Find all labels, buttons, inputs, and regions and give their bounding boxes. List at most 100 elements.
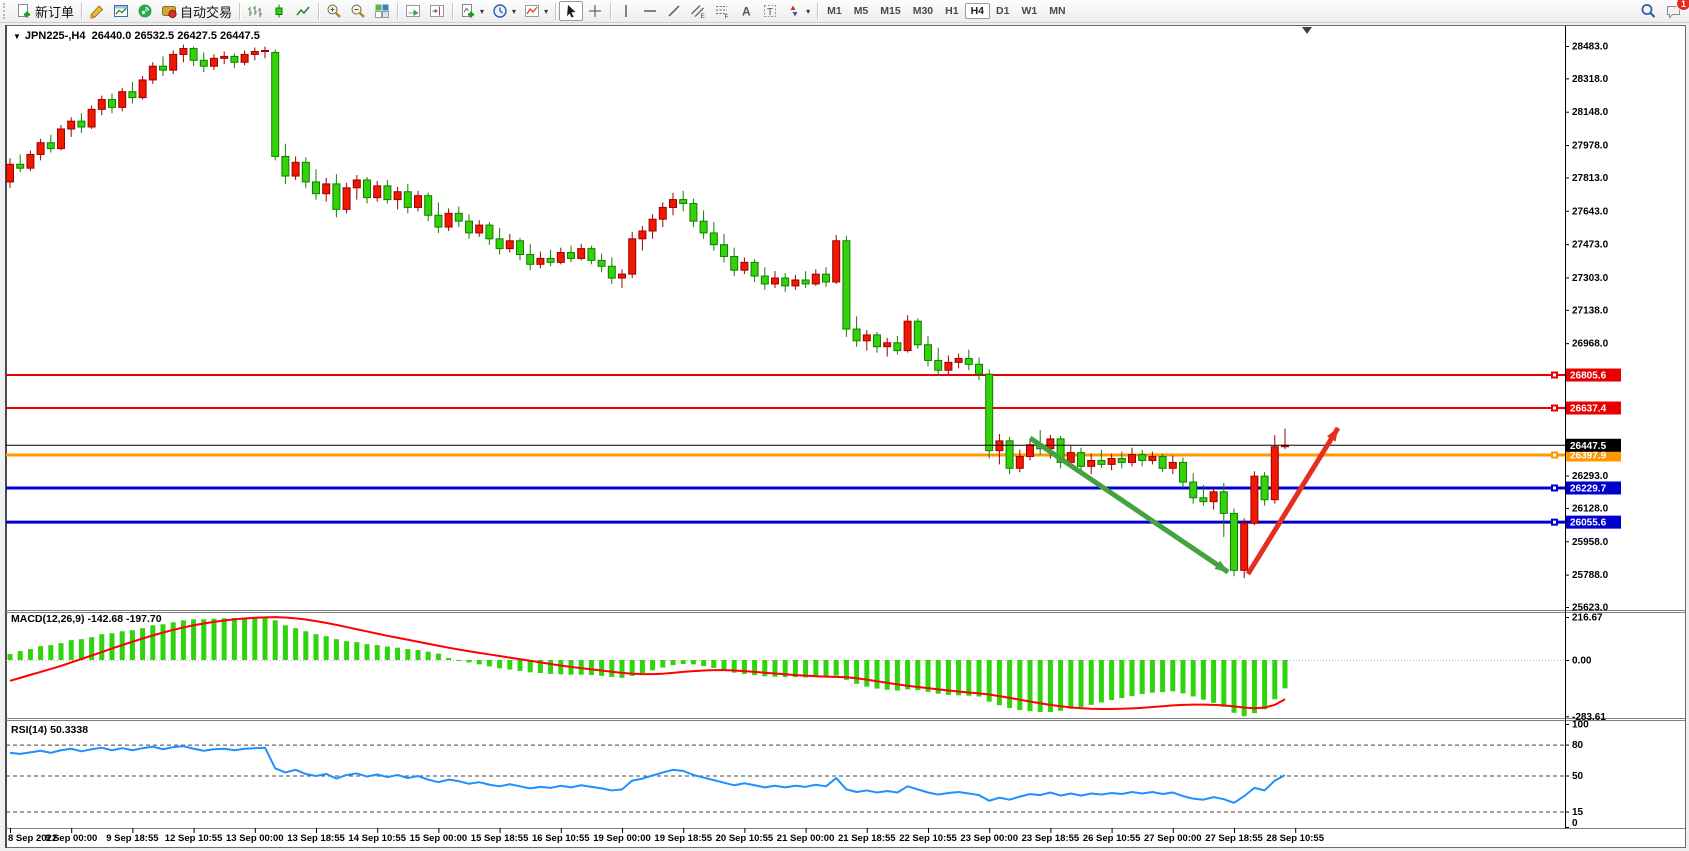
macd-bar bbox=[466, 660, 472, 663]
macd-bar bbox=[1272, 660, 1278, 700]
macd-bar bbox=[1109, 660, 1115, 701]
timeframe-m30-button[interactable]: M30 bbox=[907, 3, 939, 19]
new-chart-button[interactable] bbox=[85, 1, 109, 21]
macd-bar bbox=[78, 639, 84, 660]
dropdown-arrow-icon[interactable]: ▾ bbox=[512, 6, 517, 16]
fibonacci-button[interactable]: F bbox=[710, 1, 734, 21]
candle-body bbox=[1087, 459, 1096, 467]
text-button[interactable]: A bbox=[734, 1, 758, 21]
timeframe-m5-button[interactable]: M5 bbox=[848, 3, 875, 19]
crosshair-button[interactable] bbox=[583, 1, 607, 21]
new-order-label: 新订单 bbox=[35, 4, 75, 20]
macd-bar bbox=[1068, 660, 1074, 709]
zoom-out-button[interactable] bbox=[346, 1, 370, 21]
candle-body bbox=[597, 259, 606, 267]
macd-bar bbox=[548, 660, 554, 674]
time-tick-label: 23 Sep 18:55 bbox=[1022, 833, 1080, 844]
macd-bar bbox=[1058, 660, 1064, 711]
price-label-text: 26637.4 bbox=[1570, 404, 1607, 415]
fibonacci-icon: F bbox=[716, 6, 729, 19]
vertical-line-button[interactable] bbox=[614, 1, 638, 21]
timeframe-mn-button[interactable]: MN bbox=[1043, 3, 1071, 19]
equidistant-channel-button[interactable]: E bbox=[686, 1, 710, 21]
dropdown-arrow-icon[interactable]: ▾ bbox=[480, 6, 485, 16]
macd-bar bbox=[956, 660, 962, 696]
rsi-axis-label: 0 bbox=[1572, 818, 1578, 829]
separator bbox=[397, 2, 399, 20]
chart-window-frame bbox=[5, 25, 1686, 848]
time-tick-label: 26 Sep 10:55 bbox=[1083, 833, 1141, 844]
tile-windows-button[interactable] bbox=[370, 1, 394, 21]
candle-body bbox=[1199, 497, 1208, 503]
macd-bar bbox=[313, 634, 319, 660]
time-tick-label: 15 Sep 00:00 bbox=[410, 833, 468, 844]
bar-chart-type-button[interactable] bbox=[243, 1, 267, 21]
candle-body bbox=[720, 244, 728, 257]
candle-body bbox=[250, 50, 259, 55]
dropdown-arrow-icon[interactable]: ▾ bbox=[806, 6, 811, 16]
separator bbox=[555, 2, 557, 20]
chart-shift-button[interactable] bbox=[425, 1, 449, 21]
time-tick-label: 8 Sep 2022 bbox=[8, 833, 57, 844]
timeframe-m1-button[interactable]: M1 bbox=[821, 3, 848, 19]
price-tick-label: 28318.0 bbox=[1572, 74, 1609, 85]
macd-bar bbox=[180, 620, 186, 660]
macd-bar bbox=[915, 660, 921, 691]
chart-area[interactable]: 28483.0 28318.0 28148.0 27978.0 27813.0 27643… bbox=[5, 25, 1686, 848]
candle-body bbox=[6, 163, 14, 183]
candle-body bbox=[628, 238, 637, 275]
timeframe-w1-button[interactable]: W1 bbox=[1015, 3, 1043, 19]
zoom-in-button[interactable] bbox=[322, 1, 346, 21]
line-chart-type-button[interactable] bbox=[291, 1, 315, 21]
new-order-button[interactable]: 新订单 bbox=[12, 1, 78, 21]
dropdown-arrow-icon[interactable]: ▾ bbox=[544, 6, 549, 16]
price-tick-label: 27813.0 bbox=[1572, 173, 1609, 184]
candle-body bbox=[832, 240, 841, 283]
macd-bar bbox=[170, 622, 176, 660]
profiles-button[interactable] bbox=[109, 1, 133, 21]
macd-bar bbox=[537, 660, 543, 674]
symbol-dropdown-icon[interactable]: ▼ bbox=[13, 32, 21, 41]
macd-bar bbox=[486, 660, 492, 667]
auto-scroll-button[interactable] bbox=[401, 1, 425, 21]
candle-body bbox=[77, 120, 86, 128]
candle-body bbox=[403, 191, 412, 208]
notification-badge[interactable]: 1 bbox=[1676, 0, 1689, 11]
candle-body bbox=[791, 279, 800, 287]
timeframe-h4-button[interactable]: H4 bbox=[964, 3, 991, 19]
cursor-icon bbox=[567, 5, 576, 18]
signals-button[interactable] bbox=[133, 1, 157, 21]
macd-values: -142.68 -197.70 bbox=[87, 613, 162, 625]
candle-body bbox=[342, 187, 351, 210]
level-lines bbox=[6, 371, 1565, 526]
auto-trading-button[interactable]: 自动交易 bbox=[157, 1, 236, 21]
horizontal-line-button[interactable] bbox=[638, 1, 662, 21]
candlestick-chart-type-button[interactable] bbox=[267, 1, 291, 21]
candle-body bbox=[485, 224, 494, 240]
candle-body bbox=[1209, 491, 1218, 503]
candle-body bbox=[199, 59, 208, 67]
candle-body bbox=[546, 257, 555, 263]
macd-bar bbox=[17, 651, 23, 660]
timeframe-d1-button[interactable]: D1 bbox=[990, 3, 1015, 19]
cursor-button[interactable] bbox=[559, 1, 584, 21]
timeframe-h1-button[interactable]: H1 bbox=[939, 3, 964, 19]
zoom-out-icon bbox=[351, 4, 365, 18]
trendline-button[interactable] bbox=[662, 1, 686, 21]
price-axis[interactable]: 28483.0 28318.0 28148.0 27978.0 27813.0 27643… bbox=[1565, 26, 1621, 829]
chart-shift-marker-icon[interactable] bbox=[1302, 27, 1312, 34]
periods-button[interactable]: ▾ bbox=[488, 1, 520, 21]
search-button[interactable] bbox=[1636, 1, 1661, 21]
timeframe-m15-button[interactable]: M15 bbox=[874, 3, 906, 19]
indicators-button[interactable]: ▾ bbox=[456, 1, 488, 21]
text-label-button[interactable]: T bbox=[758, 1, 782, 21]
templates-button[interactable]: ▾ bbox=[520, 1, 552, 21]
red-trend-arrow[interactable] bbox=[1245, 426, 1341, 576]
candle-body bbox=[301, 161, 310, 183]
green-trend-arrow[interactable] bbox=[1028, 435, 1230, 575]
arrows-icon bbox=[790, 5, 798, 17]
macd-bar bbox=[191, 619, 197, 660]
arrows-button[interactable]: ▾ bbox=[782, 1, 814, 21]
toolbar-grip[interactable] bbox=[3, 3, 9, 19]
